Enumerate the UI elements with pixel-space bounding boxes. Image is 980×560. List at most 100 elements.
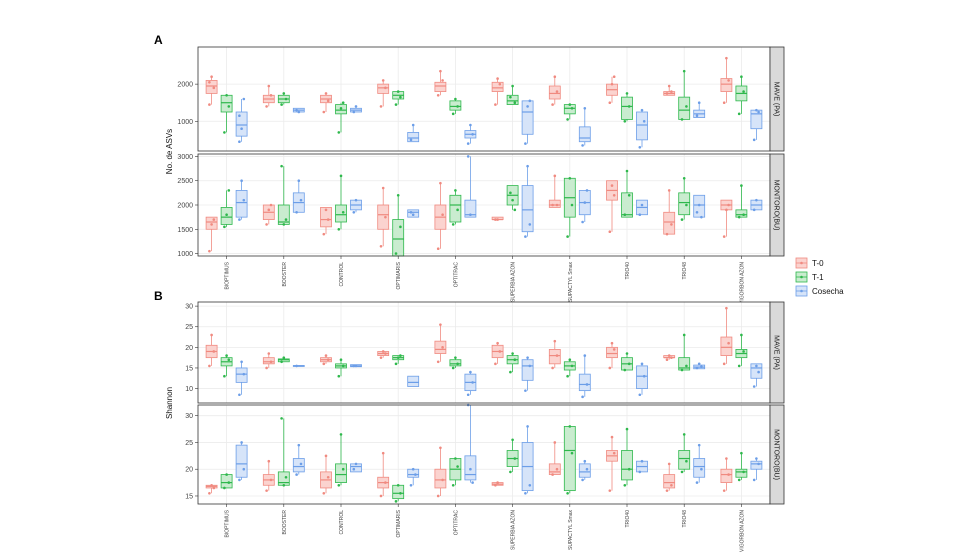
x-tick-label: OPTITRAC (453, 510, 459, 536)
data-point (526, 164, 529, 168)
y-tick-label: 20 (185, 467, 193, 474)
data-point (225, 93, 228, 97)
data-point (280, 164, 283, 168)
facet-background (198, 302, 770, 403)
data-point (208, 249, 211, 253)
y-tick-label: 25 (185, 440, 193, 447)
box (750, 363, 763, 379)
data-point (238, 478, 241, 482)
box (720, 336, 733, 356)
data-point (727, 473, 730, 476)
box (377, 83, 390, 94)
data-point (280, 103, 283, 106)
data-point (399, 225, 402, 229)
data-point (227, 481, 231, 484)
panel-letter: A (154, 33, 163, 47)
data-point (409, 483, 413, 487)
facet-strip (769, 153, 785, 257)
data-point (757, 110, 760, 114)
data-point (394, 362, 398, 366)
data-point (570, 451, 574, 455)
box (621, 96, 633, 120)
data-point (496, 481, 499, 484)
data-point (384, 86, 387, 90)
data-point (722, 235, 726, 238)
data-point (742, 350, 745, 353)
data-point (451, 366, 455, 370)
box (750, 109, 763, 130)
data-point (509, 470, 512, 474)
data-point (737, 215, 741, 219)
facet-strip-label: MONTORO(BU) (773, 429, 780, 480)
data-point (436, 247, 440, 251)
data-point (280, 417, 283, 420)
box (392, 484, 405, 500)
data-point (282, 483, 286, 487)
data-point (755, 457, 758, 460)
data-point (623, 368, 627, 372)
data-point (242, 372, 246, 376)
data-point (381, 186, 385, 190)
data-point (757, 462, 760, 466)
data-point (297, 179, 301, 183)
box (464, 455, 477, 481)
data-point (566, 491, 569, 495)
data-point (208, 491, 211, 495)
legend-label: T-0 (812, 259, 824, 268)
box (491, 81, 504, 92)
data-point (526, 425, 529, 428)
data-point (682, 333, 686, 337)
data-point (638, 393, 642, 397)
data-point (740, 451, 743, 455)
data-point (456, 208, 459, 212)
data-point (223, 486, 226, 490)
data-point (324, 354, 328, 357)
x-tick-label: TRIO40 (625, 262, 631, 280)
data-point (685, 364, 688, 368)
data-point (225, 354, 228, 357)
data-point (354, 198, 358, 202)
data-point (623, 483, 627, 487)
data-point (697, 203, 701, 207)
data-point (267, 352, 271, 355)
data-point (282, 223, 286, 226)
data-point (610, 184, 614, 187)
data-point (297, 443, 301, 447)
data-point (612, 193, 616, 197)
data-point (583, 459, 587, 463)
data-point (466, 155, 470, 158)
y-tick-label: 1000 (177, 119, 193, 126)
facet-strip-label: MAVE (PA) (773, 82, 780, 117)
data-point (742, 470, 745, 474)
data-point (585, 467, 589, 471)
data-point (568, 103, 572, 106)
x-tick-label: CONTROL (339, 262, 345, 287)
data-point (612, 75, 616, 79)
data-point (227, 358, 231, 362)
data-point (725, 56, 728, 60)
data-point (511, 198, 514, 202)
panel-letter: B (154, 289, 163, 303)
data-point (240, 179, 243, 183)
box (578, 126, 591, 143)
data-point (238, 393, 241, 397)
data-point (240, 127, 243, 131)
data-point (509, 95, 512, 99)
data-point (411, 213, 415, 217)
data-point (295, 210, 298, 214)
data-point (627, 105, 631, 108)
data-point (441, 478, 444, 482)
data-point (339, 106, 343, 110)
data-point (456, 465, 459, 468)
data-point (267, 84, 271, 88)
data-point (441, 346, 444, 349)
data-point (297, 110, 301, 114)
data-point (623, 213, 627, 217)
data-point (269, 478, 273, 482)
data-point (223, 374, 226, 378)
x-tick-label: BIOPTIMUS (225, 261, 231, 289)
data-point (737, 478, 741, 482)
panel-a: A 1000 2000 MAVE (PA) 1000 1500 2000 2500 3000 MO… (154, 33, 785, 304)
data-point (740, 184, 743, 187)
data-point (638, 145, 642, 149)
